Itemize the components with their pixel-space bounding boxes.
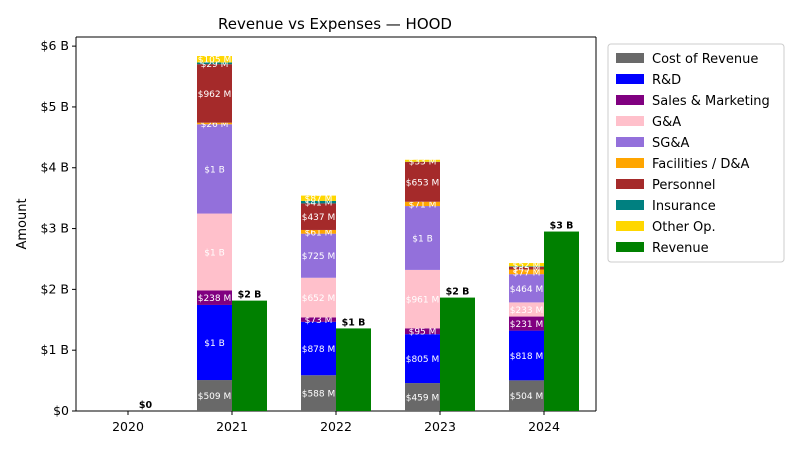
x-tick-label: 2021: [216, 419, 248, 434]
legend-label: R&D: [652, 73, 681, 88]
legend-label: Personnel: [652, 178, 716, 193]
bar-data-label: $1 B: [412, 234, 433, 244]
legend-label: Cost of Revenue: [652, 52, 758, 67]
bar-data-label: $87 M: [305, 195, 333, 205]
bar-data-label: $1 B: [204, 339, 225, 349]
legend-label: G&A: [652, 115, 681, 130]
x-tick-label: 2020: [112, 419, 144, 434]
y-tick-label: $2 B: [41, 281, 69, 296]
bar-data-label: $459 M: [406, 394, 440, 404]
bar-data-label: $73 M: [305, 316, 333, 326]
legend-label: Insurance: [652, 199, 716, 214]
legend-swatch: [616, 137, 644, 147]
legend-swatch: [616, 200, 644, 210]
bar-data-label: $962 M: [198, 90, 232, 100]
y-tick-label: $6 B: [41, 38, 69, 53]
x-tick-label: 2022: [320, 419, 352, 434]
legend-label: Facilities / D&A: [652, 157, 750, 172]
revenue-data-label: $2 B: [446, 287, 470, 298]
plot-area: $0 $1 B $2 B $3 B $4 B $5 B $6 B 2020 2021 2022 20…: [41, 37, 596, 434]
y-tick-label: $5 B: [41, 99, 69, 114]
x-tick-label: 2023: [424, 419, 456, 434]
legend-swatch: [616, 116, 644, 126]
bar-data-label: $238 M: [198, 294, 232, 304]
legend-swatch: [616, 74, 644, 84]
revenue-data-label: $2 B: [238, 290, 262, 301]
y-tick-label: $3 B: [41, 221, 69, 236]
bar-data-label: $588 M: [302, 390, 336, 400]
bar-data-label: $33 M: [409, 157, 437, 167]
legend-swatch: [616, 179, 644, 189]
bar-data-label: $878 M: [302, 345, 336, 355]
bar-data-label: $233 M: [510, 306, 544, 316]
revenue-data-label: $1 B: [342, 317, 366, 328]
bar-data-label: $961 M: [406, 296, 440, 306]
bar-data-label: $105 M: [198, 56, 232, 66]
y-axis-label: Amount: [15, 198, 30, 249]
bar-data-label: $95 M: [409, 328, 437, 338]
revenue-data-label: $0: [139, 400, 153, 411]
legend-label: Sales & Marketing: [652, 94, 770, 109]
bar-data-label: $231 M: [510, 320, 544, 330]
legend-swatch: [616, 95, 644, 105]
y-tick-label: $0: [53, 403, 69, 418]
bar-data-label: $504 M: [510, 392, 544, 402]
bar-data-label: $509 M: [198, 392, 232, 402]
legend-swatch: [616, 242, 644, 252]
bar-revenue-2: [232, 301, 267, 411]
bar-revenue-3: [336, 328, 371, 411]
legend-label: SG&A: [652, 136, 689, 151]
bar-revenue-5: [544, 232, 579, 411]
legend-swatch: [616, 158, 644, 168]
bar-revenue-4: [440, 298, 475, 411]
bar-data-label: $652 M: [302, 294, 336, 304]
bar-data-label: $437 M: [302, 213, 336, 223]
bar-data-label: $818 M: [510, 352, 544, 362]
bar-data-label: $653 M: [406, 178, 440, 188]
legend: Cost of Revenue R&D Sales & Marketing G&A SG…: [608, 44, 784, 262]
bar-data-label: $464 M: [510, 285, 544, 295]
bar-data-label: $52 M: [513, 261, 541, 271]
bar-data-label: $1 B: [204, 249, 225, 259]
y-tick-label: $1 B: [41, 342, 69, 357]
legend-label: Revenue: [652, 241, 709, 256]
bar-data-label: $805 M: [406, 355, 440, 365]
y-tick-label: $4 B: [41, 160, 69, 175]
legend-swatch: [616, 221, 644, 231]
chart-title: Revenue vs Expenses — HOOD: [218, 15, 452, 33]
legend-swatch: [616, 53, 644, 63]
x-tick-label: 2024: [528, 419, 560, 434]
legend-label: Other Op.: [652, 220, 716, 235]
bar-data-label: $725 M: [302, 252, 336, 262]
bar-data-label: $1 B: [204, 165, 225, 175]
revenue-data-label: $3 B: [550, 221, 574, 232]
bar-data-label: $71 M: [409, 200, 437, 210]
